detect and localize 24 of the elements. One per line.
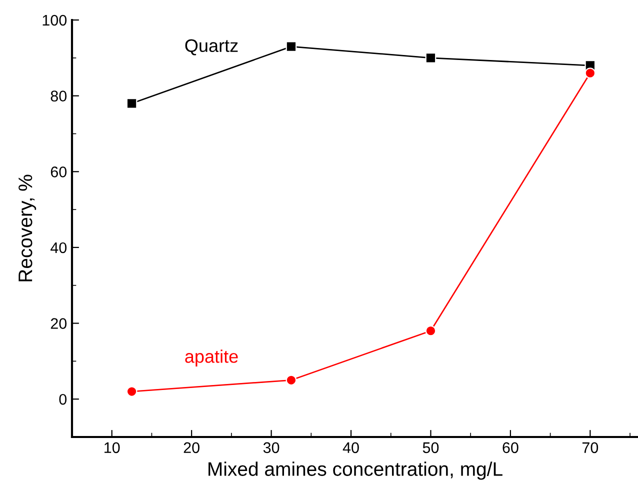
point <box>126 98 138 109</box>
x-tick-label: 60 <box>502 442 518 454</box>
y-tick-label: 60 <box>50 166 67 178</box>
x-tick-label: 20 <box>184 442 200 454</box>
x-tick-label: 50 <box>422 442 439 454</box>
x-tick-label: 10 <box>104 442 120 454</box>
point <box>425 52 436 64</box>
point <box>126 386 138 397</box>
point <box>286 374 297 386</box>
x-axis-title: Mixed amines concentration, mg/L <box>208 462 502 480</box>
y-tick-label: 80 <box>50 90 67 102</box>
series-label: apatite <box>185 350 238 366</box>
y-tick-label: 0 <box>59 394 67 405</box>
series-label: Quartz <box>185 39 238 56</box>
y-tick-label: 40 <box>50 242 67 254</box>
x-tick-label: 30 <box>263 442 280 454</box>
y-tick-label: 20 <box>50 318 67 329</box>
y-axis-title: Recovery, % <box>18 174 36 282</box>
point <box>425 325 436 336</box>
point <box>286 41 297 52</box>
point <box>584 68 596 78</box>
x-tick-label: 70 <box>582 442 598 454</box>
y-tick-label: 100 <box>42 14 67 26</box>
x-tick-label: 40 <box>342 442 359 454</box>
